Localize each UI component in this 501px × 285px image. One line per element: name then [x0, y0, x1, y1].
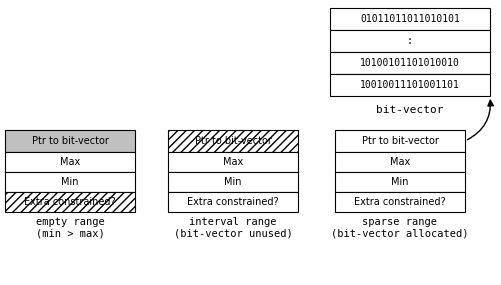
- Bar: [168, 152, 298, 172]
- Bar: [330, 74, 490, 96]
- Text: Min: Min: [224, 177, 242, 187]
- Text: 10010011101001101: 10010011101001101: [360, 80, 460, 90]
- Text: Extra constrained?: Extra constrained?: [187, 197, 279, 207]
- Text: Max: Max: [390, 157, 410, 167]
- Text: Min: Min: [61, 177, 79, 187]
- Bar: [168, 172, 298, 192]
- Text: Min: Min: [391, 177, 409, 187]
- Text: Ptr to bit-vector: Ptr to bit-vector: [32, 136, 108, 146]
- Bar: [335, 172, 465, 192]
- Text: sparse range
(bit-vector allocated): sparse range (bit-vector allocated): [331, 217, 469, 239]
- Text: Ptr to bit-vector: Ptr to bit-vector: [194, 136, 272, 146]
- Text: :: :: [407, 36, 413, 46]
- Bar: [5, 130, 135, 152]
- Text: Ptr to bit-vector: Ptr to bit-vector: [362, 136, 438, 146]
- Bar: [168, 192, 298, 212]
- Text: 10100101101010010: 10100101101010010: [360, 58, 460, 68]
- Bar: [330, 52, 490, 74]
- Text: interval range
(bit-vector unused): interval range (bit-vector unused): [174, 217, 293, 239]
- Bar: [5, 152, 135, 172]
- Text: empty range
(min > max): empty range (min > max): [36, 217, 104, 239]
- Text: Extra constrained?: Extra constrained?: [24, 197, 116, 207]
- Text: Max: Max: [223, 157, 243, 167]
- Text: Extra constrained?: Extra constrained?: [354, 197, 446, 207]
- Text: Max: Max: [60, 157, 80, 167]
- Bar: [5, 192, 135, 212]
- Text: 01011011011010101: 01011011011010101: [360, 14, 460, 24]
- Bar: [335, 130, 465, 152]
- Bar: [335, 152, 465, 172]
- Bar: [330, 30, 490, 52]
- Bar: [5, 172, 135, 192]
- Bar: [335, 192, 465, 212]
- Bar: [168, 130, 298, 152]
- Bar: [330, 8, 490, 30]
- Text: bit-vector: bit-vector: [376, 105, 444, 115]
